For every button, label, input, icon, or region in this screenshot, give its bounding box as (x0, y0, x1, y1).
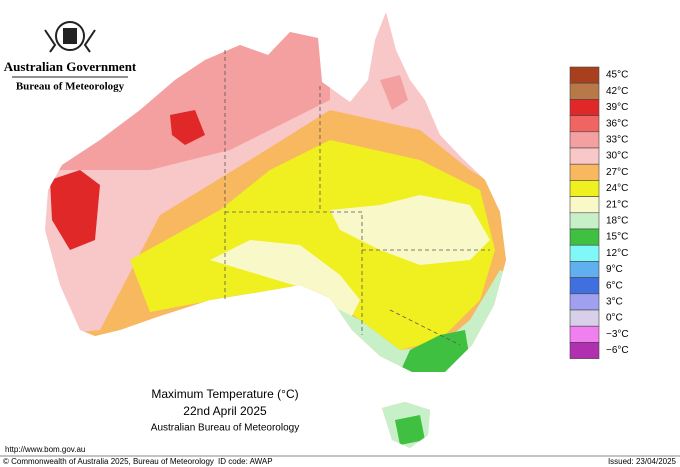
coat-of-arms (44, 21, 96, 53)
legend-swatch (569, 309, 600, 327)
map-title: Maximum Temperature (°C) (151, 387, 298, 401)
legend-swatch (569, 342, 600, 359)
legend-swatch (569, 163, 600, 181)
legend-swatch (569, 293, 600, 311)
map-source: Australian Bureau of Meteorology (151, 423, 299, 434)
legend-swatch (569, 66, 600, 84)
footer-id: ID code: AWAP (218, 457, 273, 466)
government: Australian Government (4, 59, 137, 74)
legend-label: 27°C (606, 167, 628, 178)
legend-swatch (569, 325, 600, 343)
legend-label: 6°C (606, 280, 623, 291)
legend-label: 36°C (606, 118, 628, 129)
legend-swatch (569, 180, 600, 197)
legend-label: 21°C (606, 199, 628, 210)
legend-label: 12°C (606, 248, 628, 259)
legend-label: 39°C (606, 102, 628, 113)
legend-label: 30°C (606, 151, 628, 162)
legend-swatch (569, 131, 600, 149)
map-date: 22nd April 2025 (183, 404, 267, 418)
legend-swatch (569, 212, 600, 230)
legend-swatch (569, 99, 600, 116)
legend-label: −6°C (606, 345, 629, 356)
footer-issued: Issued: 23/04/2025 (608, 457, 677, 466)
legend-label: 15°C (606, 232, 628, 243)
footer-copyright: © Commonwealth of Australia 2025, Bureau… (3, 457, 214, 466)
agency: Bureau of Meteorology (16, 81, 125, 93)
legend-swatch (569, 82, 600, 100)
legend-label: −3°C (606, 329, 629, 340)
legend-label: 9°C (606, 264, 623, 275)
footer-url: http://www.bom.gov.au (5, 445, 85, 454)
legend-label: 45°C (606, 70, 628, 81)
legend-label: 42°C (606, 86, 628, 97)
legend-swatch (569, 277, 600, 295)
legend-swatch (569, 244, 600, 262)
legend-swatch (569, 261, 600, 278)
legend-swatch (569, 115, 600, 133)
legend-swatch (569, 147, 600, 165)
legend-swatch (569, 228, 600, 246)
legend-swatch (569, 196, 600, 214)
state-borders (224, 50, 490, 346)
legend: 45°C 42°C 39°C 36°C 33°C 30°C 27°C 24°C 21°C 18°C… (569, 66, 629, 359)
legend-label: 33°C (606, 135, 628, 146)
legend-label: 24°C (606, 183, 628, 194)
legend-label: 0°C (606, 313, 623, 324)
legend-label: 3°C (606, 297, 623, 308)
legend-label: 18°C (606, 216, 628, 227)
